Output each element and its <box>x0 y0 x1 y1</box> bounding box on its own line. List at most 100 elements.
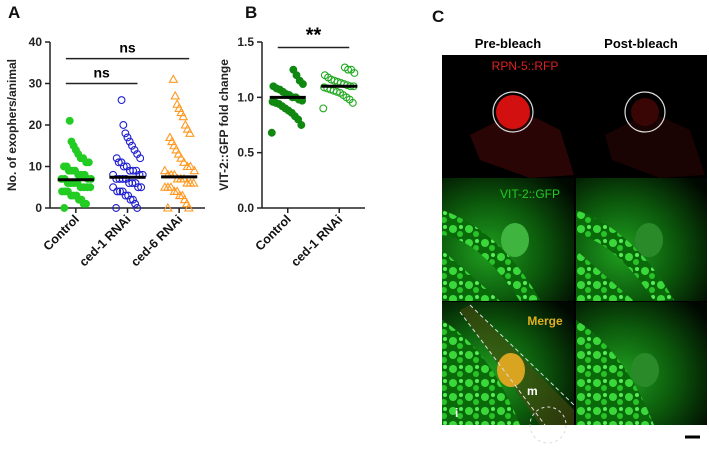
point <box>60 204 69 212</box>
point <box>180 119 191 129</box>
panel-label: C <box>432 7 444 26</box>
x-tick-label: ced-1 RNAi <box>77 212 134 269</box>
point <box>65 116 74 125</box>
point <box>173 148 184 158</box>
point <box>169 186 180 195</box>
point <box>170 90 181 100</box>
x-tick-label: ced-6 RNAi <box>128 212 185 269</box>
point <box>269 82 278 91</box>
point <box>267 128 276 137</box>
y-tick-label: 1.5 <box>237 35 254 49</box>
point <box>60 162 68 171</box>
point <box>122 162 131 171</box>
point <box>183 202 194 212</box>
y-axis-label: VIT-2::GFP fold change <box>217 59 231 191</box>
point <box>128 179 137 188</box>
channel-label: VIT-2::GFP <box>500 187 560 201</box>
significance-label: ns <box>93 65 110 81</box>
point <box>182 124 193 133</box>
point <box>268 97 277 106</box>
point <box>125 137 134 146</box>
region-label: m <box>527 384 538 398</box>
x-tick-label: Control <box>253 212 294 253</box>
point <box>67 137 76 146</box>
y-tick-label: 40 <box>29 35 43 49</box>
point <box>137 183 146 192</box>
y-tick-label: 0.5 <box>237 146 254 160</box>
point <box>189 165 200 175</box>
point <box>178 111 189 121</box>
x-tick-label: ced-1 RNAi <box>288 212 345 269</box>
point <box>126 195 135 204</box>
point <box>162 202 173 212</box>
point <box>117 96 126 105</box>
point <box>113 187 122 196</box>
point <box>176 153 187 162</box>
point <box>181 198 192 208</box>
column-label: Pre-bleach <box>475 36 542 51</box>
significance-label: ** <box>306 25 322 47</box>
point <box>174 103 185 112</box>
point <box>134 183 143 192</box>
point <box>58 187 67 196</box>
panel-label: A <box>8 3 20 22</box>
point <box>115 175 124 183</box>
region-label: g <box>545 421 552 435</box>
point <box>116 187 124 196</box>
point <box>129 166 138 175</box>
point <box>172 99 183 108</box>
channel-label: RPN-5::RFP <box>492 59 559 73</box>
point <box>117 158 126 167</box>
point <box>178 157 189 166</box>
point <box>168 74 179 83</box>
panel-label: B <box>245 3 257 22</box>
point <box>174 190 185 200</box>
y-tick-label: 1.0 <box>237 90 254 104</box>
point <box>121 129 130 138</box>
point <box>133 150 142 159</box>
micrographs <box>442 55 707 444</box>
point <box>124 191 133 200</box>
y-tick-label: 0.0 <box>237 201 254 215</box>
point <box>182 177 193 187</box>
point <box>169 140 180 150</box>
point <box>319 104 328 113</box>
point <box>109 183 118 192</box>
point <box>131 199 140 208</box>
significance-label: ns <box>119 40 136 56</box>
y-axis-label: No. of exophers/animal <box>5 59 19 191</box>
point <box>179 194 190 204</box>
region-label: i <box>455 406 458 420</box>
y-tick-label: 30 <box>29 77 43 91</box>
point <box>133 204 142 212</box>
point <box>182 161 193 171</box>
point <box>172 173 183 183</box>
point <box>184 128 195 137</box>
point <box>159 182 170 191</box>
point <box>167 136 177 146</box>
point <box>340 63 349 72</box>
x-tick-label: Control <box>41 212 82 253</box>
point <box>130 145 139 154</box>
point <box>176 107 187 117</box>
y-tick-label: 20 <box>29 118 43 132</box>
y-tick-label: 10 <box>29 160 43 174</box>
point <box>123 133 132 142</box>
point <box>159 165 170 175</box>
point <box>118 187 127 196</box>
point <box>119 121 128 129</box>
point <box>129 195 137 204</box>
point <box>114 158 123 167</box>
point <box>112 204 121 212</box>
y-tick-label: 0 <box>35 201 42 215</box>
point <box>119 162 128 171</box>
point <box>320 71 329 80</box>
column-label: Post-bleach <box>604 36 678 51</box>
channel-label: Merge <box>527 314 563 328</box>
point <box>164 132 175 141</box>
point <box>128 141 136 150</box>
point <box>112 154 121 163</box>
point <box>171 144 182 154</box>
point <box>289 65 298 74</box>
